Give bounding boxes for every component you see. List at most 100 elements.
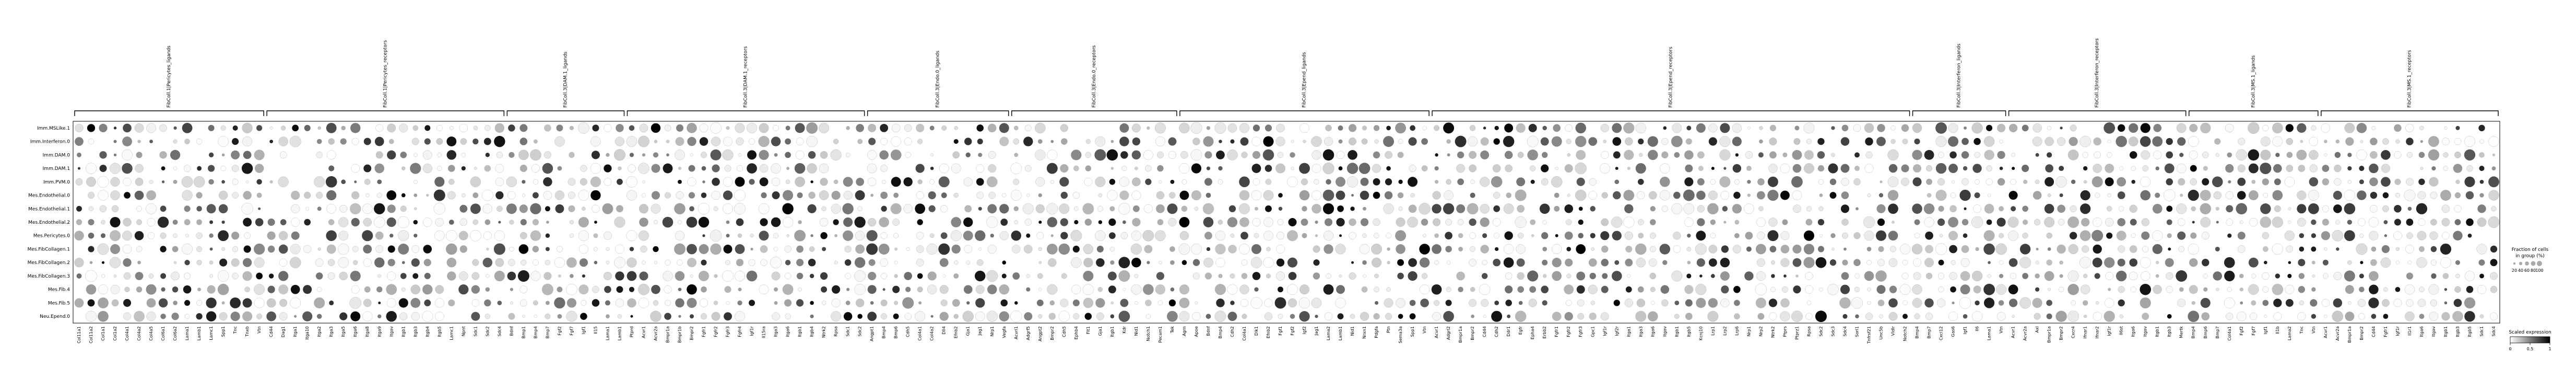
dot <box>1107 271 1117 281</box>
dot <box>651 284 660 294</box>
dot <box>1791 311 1803 323</box>
dot <box>1623 216 1635 228</box>
dot <box>1541 232 1549 239</box>
dot <box>2272 243 2284 255</box>
dot <box>1625 258 1633 267</box>
dot <box>542 163 553 174</box>
dot <box>157 216 169 228</box>
dot <box>1697 205 1705 213</box>
dot <box>1564 284 1574 295</box>
dot <box>2298 273 2305 279</box>
dot <box>906 247 910 251</box>
dot <box>1601 218 1609 226</box>
dot <box>1278 286 1283 293</box>
dot <box>785 179 790 185</box>
dot <box>2153 284 2162 294</box>
dot <box>615 244 624 254</box>
dot <box>1432 244 1441 254</box>
dot <box>1013 206 1019 212</box>
dot <box>459 271 468 281</box>
group-bracket <box>506 110 625 116</box>
dot <box>1527 135 1539 147</box>
dot <box>2118 285 2125 293</box>
dot <box>244 232 251 239</box>
dot <box>1373 313 1380 320</box>
dot <box>1950 286 1956 293</box>
dot <box>1192 312 1201 321</box>
dot <box>1250 257 1262 268</box>
dot <box>2141 218 2149 226</box>
dot <box>1456 204 1466 213</box>
dot <box>915 203 926 214</box>
gene-label: Itga6 <box>2419 326 2424 337</box>
dot <box>1241 152 1248 158</box>
dot <box>2156 261 2159 265</box>
dot <box>975 298 985 308</box>
dot <box>2370 259 2377 266</box>
dot <box>2080 203 2091 214</box>
dot <box>1757 313 1765 320</box>
dot <box>89 261 93 264</box>
dot <box>1913 164 1921 173</box>
gene-label: Bmp6 <box>894 326 899 338</box>
dot <box>519 124 528 132</box>
dot <box>2309 164 2318 173</box>
dot <box>1732 204 1742 214</box>
color-legend-tick: 1 <box>2548 347 2551 351</box>
gene-label: Bmp4 <box>2191 326 2196 338</box>
dot <box>518 244 529 254</box>
dot <box>674 243 686 255</box>
dot <box>2286 152 2293 158</box>
gene-label: Itgb5 <box>437 326 442 337</box>
dot <box>1647 136 1658 147</box>
dot <box>2264 315 2267 318</box>
dot <box>2200 217 2211 227</box>
group-bracket <box>1011 110 1177 116</box>
dot <box>785 138 791 145</box>
dot <box>639 217 648 227</box>
dot <box>855 244 865 254</box>
gene-label: Ntrk2 <box>1770 326 1775 338</box>
size-legend-tick: 20 <box>2512 268 2517 273</box>
dot <box>1408 258 1417 267</box>
gene-label: Sorl1 <box>1854 326 1859 337</box>
dot <box>1780 258 1790 267</box>
row-label: Mes.Endothelial.1 <box>28 207 70 212</box>
gene-label: Bmpr1b <box>678 326 682 343</box>
dot <box>196 219 203 225</box>
dot <box>796 272 803 280</box>
dot <box>1456 271 1466 281</box>
dot <box>760 245 768 253</box>
dot <box>136 152 143 158</box>
dot <box>1674 152 1680 158</box>
dot <box>1880 180 1883 183</box>
dot <box>1613 300 1620 306</box>
gene-label: Itga5 <box>341 326 346 337</box>
gene-label: Tnxb <box>245 326 250 337</box>
dot <box>1131 177 1141 187</box>
dot <box>1507 314 1511 318</box>
dot <box>1780 311 1790 322</box>
dot <box>1615 167 1618 170</box>
dot <box>1650 286 1656 292</box>
dot <box>2248 149 2260 161</box>
dot <box>1926 178 1932 185</box>
dot <box>930 315 933 318</box>
dot <box>1480 150 1490 159</box>
dot <box>1206 247 1211 251</box>
dot <box>2311 125 2317 131</box>
dot <box>519 299 527 307</box>
dot <box>2166 285 2173 293</box>
dot <box>1614 179 1620 185</box>
dot <box>134 123 144 133</box>
dot <box>771 136 781 146</box>
dot <box>2332 230 2344 242</box>
dot <box>2019 257 2031 269</box>
dot <box>2176 163 2187 174</box>
dot <box>2010 272 2017 279</box>
group-bracket <box>1179 110 1429 116</box>
dot <box>2191 301 2195 305</box>
dot <box>2046 232 2052 239</box>
dot <box>2191 206 2196 212</box>
gene-label: Igf1 <box>581 326 586 334</box>
